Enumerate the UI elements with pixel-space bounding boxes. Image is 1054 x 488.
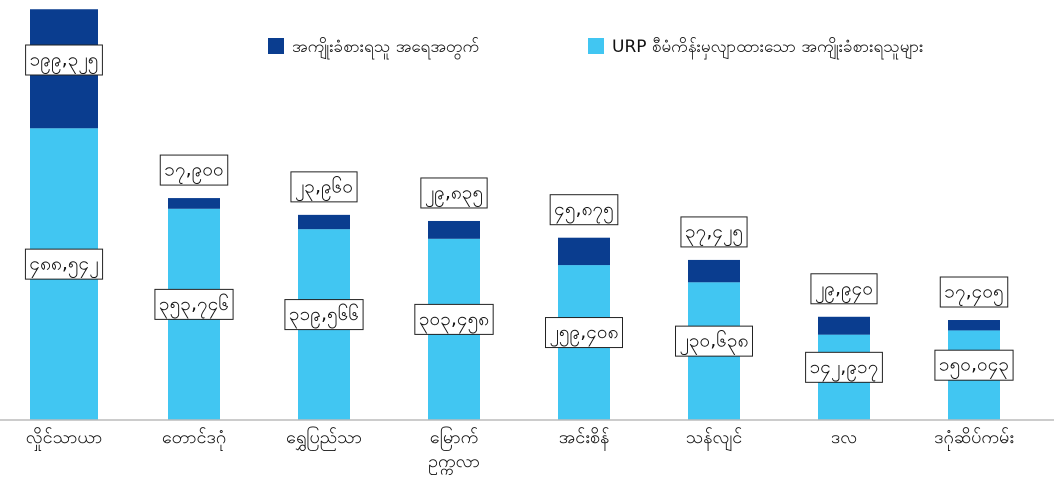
data-label-box bbox=[420, 177, 488, 209]
data-label-box bbox=[159, 154, 229, 186]
data-label-box bbox=[680, 216, 748, 248]
data-label-box bbox=[810, 273, 878, 305]
data-label: ၁၅၀,၀၄၃ bbox=[939, 354, 1009, 380]
data-label-box bbox=[25, 44, 103, 76]
bar-segment bbox=[558, 237, 610, 266]
data-label-box bbox=[805, 351, 883, 383]
bar-segment bbox=[688, 259, 740, 283]
bar-segment bbox=[818, 316, 870, 335]
x-tick-label: မြောက် ဥက္ကလာ bbox=[428, 427, 480, 472]
legend-label: အကျိုးခံစားရသူ အရေအတွက် bbox=[292, 37, 479, 60]
x-tick-label: ရွှေပြည်သာ bbox=[286, 427, 362, 448]
legend-swatch bbox=[268, 38, 284, 54]
data-label: ၁၉၉,၃၂၅ bbox=[30, 49, 99, 75]
x-tick-label: ဒဂုံဆိပ်ကမ်း bbox=[934, 427, 1014, 448]
data-label-box bbox=[545, 317, 623, 349]
data-label: ၁၇,၉၀၀ bbox=[164, 159, 223, 185]
x-tick-label: ဒလ bbox=[830, 427, 858, 448]
data-label: ၃၅၃,၇၄၆ bbox=[159, 292, 229, 319]
data-label-box bbox=[284, 299, 364, 331]
data-label: ၂၉,၉၄၀ bbox=[815, 277, 873, 303]
data-label: ၄၈၈,၅၄၂ bbox=[29, 253, 98, 279]
data-label: ၄၅,၈၇၅ bbox=[554, 198, 614, 224]
bar-segment bbox=[298, 214, 350, 230]
data-label-box bbox=[549, 194, 619, 226]
data-label-box bbox=[675, 325, 753, 357]
data-label: ၃၀၃,၄၅၈ bbox=[419, 308, 489, 334]
data-label-box bbox=[414, 303, 494, 335]
legend-swatch bbox=[588, 38, 604, 54]
x-tick-label: တောင်ဒဂုံ bbox=[161, 427, 227, 448]
data-label: ၁၇,၄၀၅ bbox=[944, 281, 1003, 307]
legend-label: URP စီမံကိန်းမှလျာထားသော အကျိုးခံစားရသူမ… bbox=[612, 37, 923, 60]
bar-segment bbox=[428, 220, 480, 239]
bar-segment bbox=[948, 320, 1000, 331]
data-label-box bbox=[934, 349, 1014, 381]
data-label-box bbox=[290, 171, 358, 203]
data-label: ၃၁၉,၅၆၆ bbox=[289, 302, 359, 329]
data-label-box bbox=[939, 276, 1009, 308]
data-label: ၃၇,၄၂၅ bbox=[685, 220, 743, 246]
x-tick-label: လှိုင်သာယာ bbox=[25, 427, 103, 448]
data-label-box bbox=[154, 288, 234, 320]
data-label: ၂၉,၈၃၅ bbox=[425, 181, 483, 207]
data-label: ၂၃,၉၆၀ bbox=[295, 174, 353, 201]
data-label: ၂၃၀,၆၃၈ bbox=[680, 329, 749, 356]
data-label: ၁၄၂,၉၁၇ bbox=[810, 356, 879, 382]
x-tick-label: သန်လျင် bbox=[685, 427, 743, 448]
data-label: ၂၅၉,၄၀၈ bbox=[550, 321, 619, 347]
x-tick-label: အင်းစိန် bbox=[558, 427, 610, 448]
bar-segment bbox=[168, 198, 220, 209]
data-label-box bbox=[24, 248, 104, 280]
